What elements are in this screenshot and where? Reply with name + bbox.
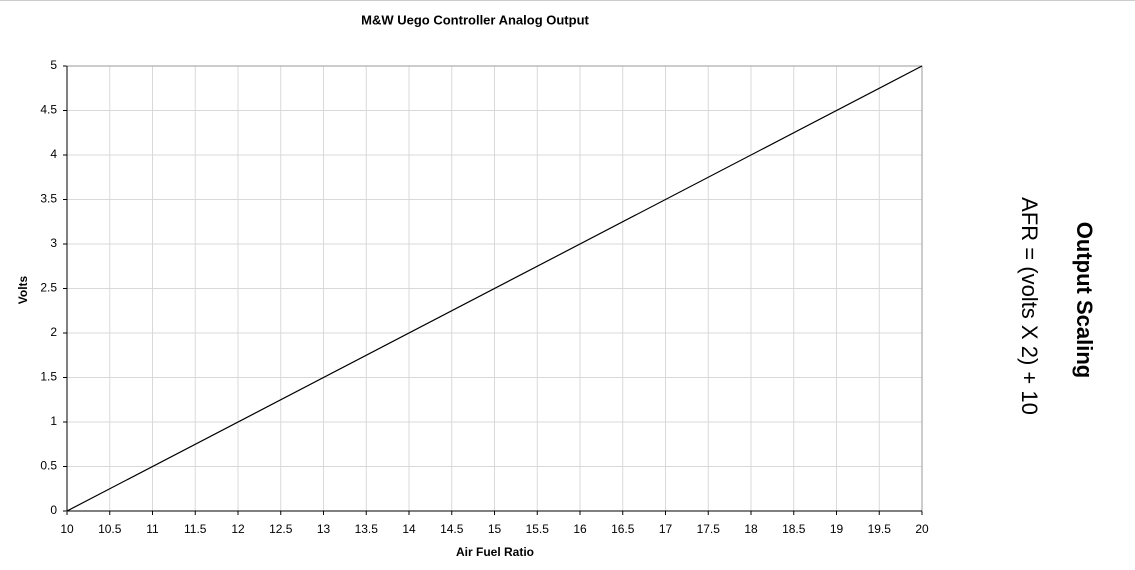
y-tick-label: 1 (50, 414, 57, 428)
annotation-title: Output Scaling (1072, 222, 1097, 378)
y-tick-label: 1.5 (40, 370, 57, 384)
x-tick-label: 10 (60, 522, 74, 536)
x-tick-label: 16.5 (611, 522, 635, 536)
x-tick-label: 11 (146, 522, 159, 536)
x-tick-label: 10.5 (98, 522, 122, 536)
data-line (66, 65, 923, 512)
y-tick-label: 4.5 (40, 103, 57, 117)
y-tick-label: 3.5 (40, 192, 57, 206)
y-tick-label: 0 (50, 503, 57, 517)
x-tick-label: 12 (231, 522, 245, 536)
x-tick-label: 17.5 (697, 522, 721, 536)
x-tick-label: 15.5 (526, 522, 550, 536)
chart-title: M&W Uego Controller Analog Output (361, 12, 589, 27)
x-tick-label: 13.5 (355, 522, 379, 536)
x-axis-label: Air Fuel Ratio (456, 545, 534, 559)
y-tick-label: 4 (50, 147, 57, 161)
x-tick-label: 15 (488, 522, 502, 536)
x-tick-label: 18.5 (782, 522, 806, 536)
annotation-formula: AFR = (volts X 2) + 10 (1017, 197, 1042, 415)
y-tick-label: 2.5 (40, 281, 57, 295)
x-tick-label: 12.5 (269, 522, 293, 536)
y-tick-label: 5 (50, 58, 57, 72)
x-tick-label: 17 (659, 522, 673, 536)
x-tick-label: 20 (915, 522, 929, 536)
x-tick-label: 14.5 (440, 522, 464, 536)
x-tick-label: 13 (317, 522, 331, 536)
x-tick-label: 14 (402, 522, 416, 536)
x-tick-label: 19 (830, 522, 844, 536)
y-axis-label: Volts (16, 275, 30, 304)
x-tick-label: 11.5 (184, 522, 207, 536)
x-tick-label: 19.5 (868, 522, 892, 536)
x-tick-label: 16 (573, 522, 587, 536)
y-tick-label: 0.5 (40, 459, 57, 473)
y-tick-label: 2 (50, 325, 57, 339)
x-tick-label: 18 (744, 522, 758, 536)
y-tick-label: 3 (50, 236, 57, 250)
